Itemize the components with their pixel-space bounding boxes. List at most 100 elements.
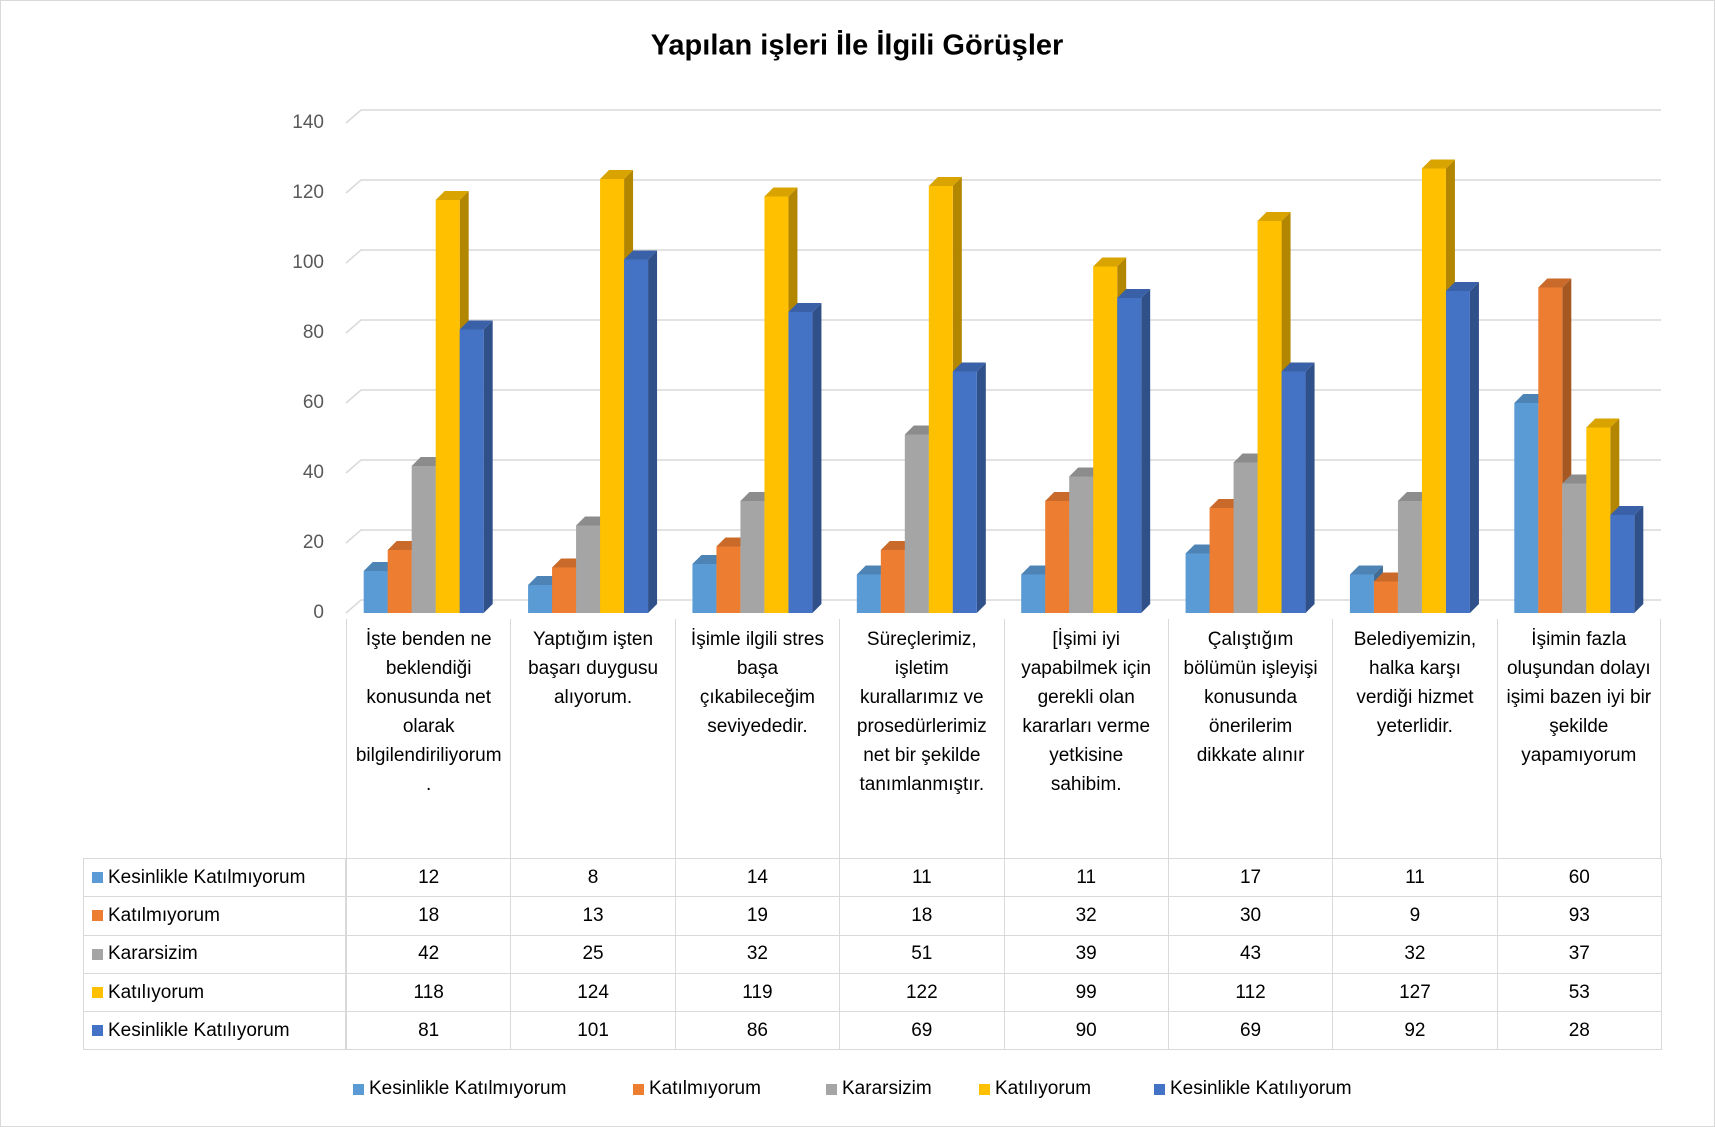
bar-top xyxy=(1538,278,1572,288)
legend-key xyxy=(979,1083,990,1095)
bar-front xyxy=(1069,476,1094,613)
bar-top xyxy=(928,177,962,186)
legend-key xyxy=(826,1083,837,1095)
table-value: 81 xyxy=(346,1011,512,1051)
table-row-label: Katılmıyorum xyxy=(83,896,346,936)
bar-front xyxy=(1257,221,1282,613)
table-value: 39 xyxy=(1003,934,1169,974)
table-value: 69 xyxy=(839,1011,1005,1051)
table-value: 28 xyxy=(1496,1011,1662,1051)
bar-front xyxy=(1445,291,1470,613)
legend-item: Kararsizim xyxy=(826,1078,932,1100)
bar-top xyxy=(624,250,658,260)
bar-top xyxy=(1445,282,1479,291)
bar-side xyxy=(483,320,493,613)
bar-front xyxy=(1185,553,1210,613)
table-value: 101 xyxy=(510,1011,676,1051)
table-value: 124 xyxy=(510,972,676,1013)
table-value: 17 xyxy=(1167,858,1334,898)
table-value: 99 xyxy=(1003,972,1169,1013)
table-value: 25 xyxy=(510,934,676,974)
table-value: 18 xyxy=(346,896,512,936)
table-value: 37 xyxy=(1496,934,1662,974)
table-row-label: Katılıyorum xyxy=(83,972,346,1013)
table-value: 32 xyxy=(1332,934,1498,974)
bar-side xyxy=(1469,282,1479,613)
table-value: 11 xyxy=(839,858,1005,898)
table-row-label: Kararsizim xyxy=(83,934,346,974)
table-value: 19 xyxy=(674,896,841,936)
bar xyxy=(624,250,658,613)
table-value: 53 xyxy=(1496,972,1662,1013)
y-tick-label: 120 xyxy=(292,182,324,203)
table-value: 86 xyxy=(674,1011,841,1051)
bar-front xyxy=(1117,298,1142,613)
bar-front xyxy=(1373,581,1398,613)
bar-front xyxy=(692,564,717,613)
x-tick-label: Çalıştığım bölümün işleyişi konusunda ön… xyxy=(1167,619,1332,858)
legend-key xyxy=(1154,1083,1165,1095)
bar-front xyxy=(576,525,601,613)
bar-top xyxy=(788,303,822,312)
bar xyxy=(1610,506,1644,613)
bar-side xyxy=(1634,506,1644,613)
bar-front xyxy=(928,186,953,613)
table-value: 93 xyxy=(1496,896,1662,936)
series-name: Kesinlikle Katılmıyorum xyxy=(108,866,306,888)
bar xyxy=(952,362,986,613)
legend-item: Katılıyorum xyxy=(979,1078,1091,1100)
x-tick-label: Belediyemizin, halka karşı verdiği hizme… xyxy=(1332,619,1496,858)
series-name: Kesinlikle Katılıyorum xyxy=(108,1019,290,1041)
table-value: 112 xyxy=(1167,972,1334,1013)
bar-front xyxy=(1610,515,1635,613)
table-row-label: Kesinlikle Katılmıyorum xyxy=(83,858,346,898)
bar-top xyxy=(1610,506,1644,515)
bar-top xyxy=(764,187,798,197)
table-value: 14 xyxy=(674,858,841,898)
y-tick-label: 0 xyxy=(313,602,324,623)
bar xyxy=(1445,282,1479,613)
grid-line xyxy=(345,319,1661,334)
legend-item: Kesinlikle Katılmıyorum xyxy=(353,1078,566,1100)
table-value: 51 xyxy=(839,934,1005,974)
table-value: 127 xyxy=(1332,972,1498,1013)
legend-key xyxy=(633,1083,644,1095)
bar-side xyxy=(1141,289,1151,613)
x-tick-label: [İşimi iyi yapabilmek için gerekli olan … xyxy=(1003,619,1168,858)
bar-front xyxy=(552,567,577,613)
bar-front xyxy=(435,200,460,613)
legend-label: Katılmıyorum xyxy=(649,1078,761,1099)
table-value: 30 xyxy=(1167,896,1334,936)
bar-front xyxy=(1586,427,1611,613)
table-value: 18 xyxy=(839,896,1005,936)
legend-label: Kesinlikle Katılmıyorum xyxy=(369,1078,567,1099)
grid-line xyxy=(345,459,1661,474)
x-tick-label: Süreçlerimiz, işletim kurallarımız ve pr… xyxy=(839,619,1003,858)
bar-front xyxy=(1349,574,1374,613)
bar-front xyxy=(716,546,741,613)
legend-key xyxy=(92,910,103,922)
legend-label: Kesinlikle Katılıyorum xyxy=(1170,1078,1352,1099)
table-value: 122 xyxy=(839,972,1005,1013)
bar-front xyxy=(880,550,905,613)
table-value: 12 xyxy=(346,858,512,898)
y-tick-label: 60 xyxy=(303,392,324,413)
bar-front xyxy=(1093,266,1118,613)
bar-front xyxy=(1514,403,1539,613)
bar-front xyxy=(411,466,436,613)
table-value: 92 xyxy=(1332,1011,1498,1051)
table-value: 9 xyxy=(1332,896,1498,936)
y-tick-label: 100 xyxy=(292,252,324,273)
legend-label: Kararsizim xyxy=(842,1078,932,1099)
y-tick-label: 80 xyxy=(303,322,324,343)
bar-top xyxy=(1117,289,1151,298)
bar-top xyxy=(435,191,469,200)
bar-top xyxy=(459,320,493,330)
bar-front xyxy=(764,196,789,613)
bar-front xyxy=(1421,168,1446,613)
bar xyxy=(459,320,493,613)
legend-item: Katılmıyorum xyxy=(633,1078,761,1100)
legend-key xyxy=(92,872,103,884)
